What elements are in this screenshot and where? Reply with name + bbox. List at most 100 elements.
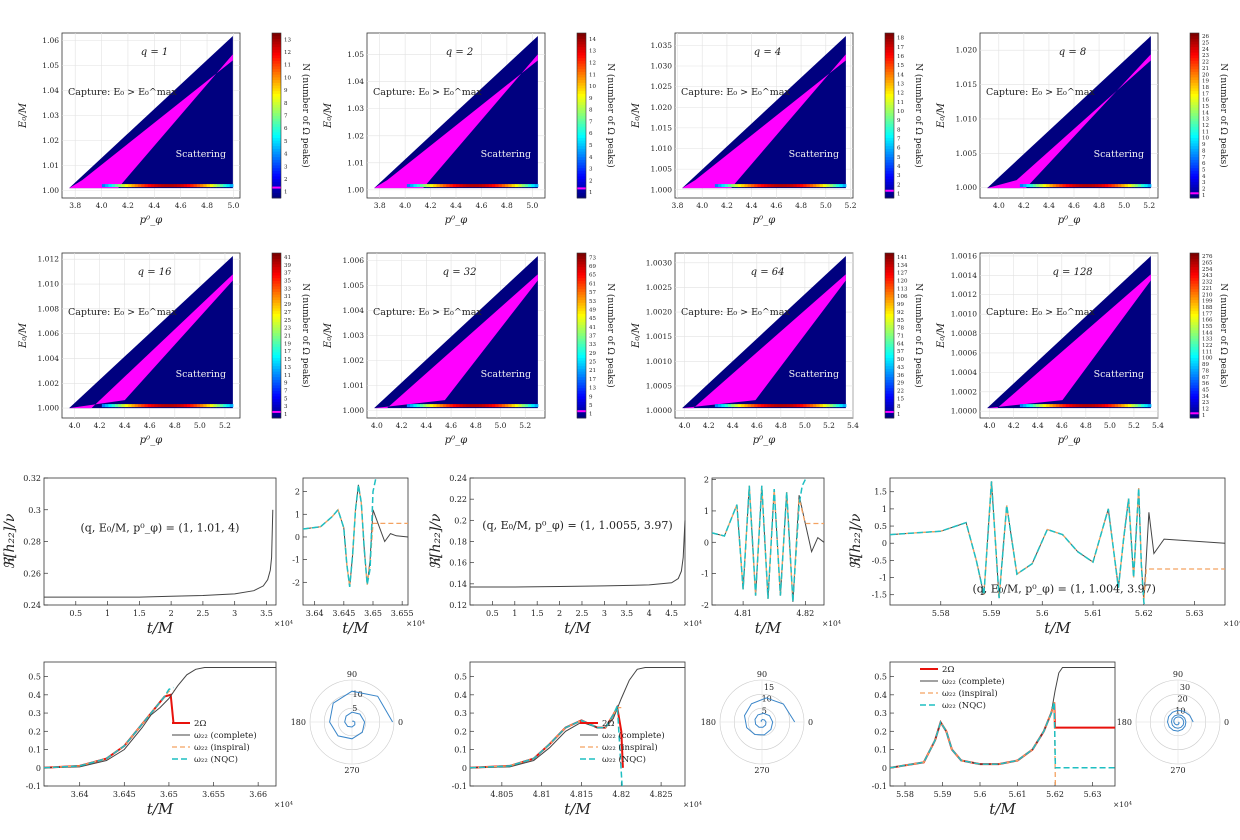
resonance-strip: [128, 184, 132, 188]
colorbar-segment: [1190, 96, 1199, 100]
colorbar-segment: [272, 96, 281, 100]
resonance-strip: [495, 404, 500, 408]
resonance-strip: [760, 404, 765, 408]
x-tick-label: 4.6: [751, 421, 763, 430]
x-axis-label: p⁰_φ: [445, 215, 467, 226]
colorbar-segment: [577, 401, 586, 405]
colorbar-tick-label: 37: [284, 271, 291, 277]
colorbar-segment: [1190, 77, 1199, 81]
colorbar-segment: [1190, 107, 1199, 111]
colorbar-segment: [885, 288, 894, 292]
colorbar-tick-label: 100: [1202, 356, 1213, 362]
x-tick-label: 3.64: [71, 790, 89, 799]
colorbar-segment: [885, 343, 894, 347]
colorbar-segment: [272, 382, 281, 386]
resonance-strip: [777, 184, 781, 188]
colorbar-tick-label: 9: [589, 96, 593, 102]
colorbar-tick-label: 41: [589, 325, 596, 331]
resonance-strip: [727, 404, 732, 408]
colorbar-segment: [272, 134, 281, 138]
colorbar-segment: [577, 266, 586, 270]
y-tick-label: 0.2: [874, 727, 887, 736]
colorbar-tick-label: 15: [897, 396, 904, 402]
colorbar-tick-label: 56: [1202, 381, 1209, 387]
colorbar-segment: [885, 363, 894, 367]
y-axis-label: ℜ[h₂₂]/ν: [428, 513, 444, 569]
resonance-strip: [1091, 184, 1096, 188]
x-axis-label: p⁰_φ: [1058, 215, 1080, 226]
colorbar-frame: [884, 32, 895, 199]
resonance-strip: [826, 184, 831, 188]
resonance-strip: [1039, 184, 1044, 188]
resonance-strip: [764, 404, 768, 408]
colorbar-tick-label: 5: [284, 396, 288, 402]
y-axis-label: E₀/M: [18, 322, 29, 349]
axis-exponent: ×10⁴: [683, 619, 702, 628]
colorbar-segment: [577, 374, 586, 378]
colorbar-segment: [577, 371, 586, 375]
colorbar-frame: [271, 252, 282, 419]
resonance-strip: [816, 184, 821, 188]
scattering-label: Scattering: [1094, 149, 1145, 160]
x-tick-label: 3.655: [391, 609, 414, 618]
y-tick-label: 0.2: [454, 516, 467, 525]
resonance-strip: [754, 184, 758, 188]
resonance-strip: [1111, 184, 1116, 188]
colorbar-segment: [1190, 140, 1199, 144]
resonance-strip: [157, 184, 162, 188]
colorbar-segment: [577, 156, 586, 160]
colorbar-segment: [272, 376, 281, 380]
resonance-strip: [416, 404, 421, 408]
y-tick-label: 0.4: [454, 691, 467, 700]
colorbar-segment: [272, 101, 281, 105]
colorbar-tick-label: 1: [1202, 193, 1206, 199]
y-tick-label: 1.000: [38, 404, 60, 413]
polar-radius-label: 5: [762, 706, 767, 715]
x-tick-label: 5.4: [1152, 421, 1164, 430]
colorbar-tick-label: 57: [589, 290, 596, 296]
colorbar-segment: [272, 79, 281, 83]
colorbar-segment: [577, 195, 586, 199]
scatter-region: [987, 256, 1151, 409]
colorbar-tick-label: 69: [589, 264, 596, 270]
parameter-annotation: (q, E₀/M, p⁰_φ) = (1, 1.004, 3.97): [972, 582, 1155, 595]
colorbar-segment: [1190, 258, 1199, 262]
colorbar-segment: [577, 90, 586, 94]
colorbar-segment: [885, 299, 894, 303]
polar-angle-label: 180: [291, 718, 306, 727]
colorbar-tick-label: 2: [284, 177, 288, 183]
colorbar-tick-label: 15: [897, 63, 904, 69]
frequency-panel-1: 3.64 3.645 3.65 3.655 3.66 -0.1 0 0.1 0.2 0.3 0.4 0…: [26, 661, 293, 818]
colorbar-segment: [885, 112, 894, 116]
resonance-strip: [1049, 404, 1054, 408]
resonance-strip: [131, 404, 136, 408]
x-tick-label: 4.6: [445, 421, 457, 430]
colorbar-segment: [577, 162, 586, 166]
colorbar-segment: [577, 283, 586, 287]
resonance-strip: [1072, 404, 1077, 408]
y-tick-label: 0.12: [449, 601, 467, 610]
colorbar-segment: [885, 398, 894, 402]
colorbar-segment: [1190, 41, 1199, 45]
resonance-strip: [200, 184, 204, 188]
colorbar-segment: [577, 189, 586, 193]
x-tick-label: 4.0: [371, 421, 383, 430]
y-tick-label: 0.2: [28, 727, 41, 736]
resonance-strip: [760, 184, 765, 188]
panel-title: q = 8: [1059, 47, 1087, 58]
resonance-strip: [505, 184, 509, 188]
colorbar-segment: [885, 393, 894, 397]
resonance-strip: [180, 404, 185, 408]
resonance-strip: [1052, 184, 1057, 188]
resonance-strip: [511, 404, 516, 408]
colorbar-segment: [1190, 110, 1199, 114]
colorbar-tick-label: 11: [284, 373, 291, 379]
resonance-strip: [151, 184, 155, 188]
colorbar-segment: [577, 360, 586, 364]
colorbar-segment: [885, 382, 894, 386]
resonance-strip: [492, 184, 496, 188]
colorbar-segment: [272, 313, 281, 317]
resonance-strip: [1075, 404, 1080, 408]
colorbar-segment: [272, 173, 281, 177]
resonance-strip: [429, 184, 434, 188]
